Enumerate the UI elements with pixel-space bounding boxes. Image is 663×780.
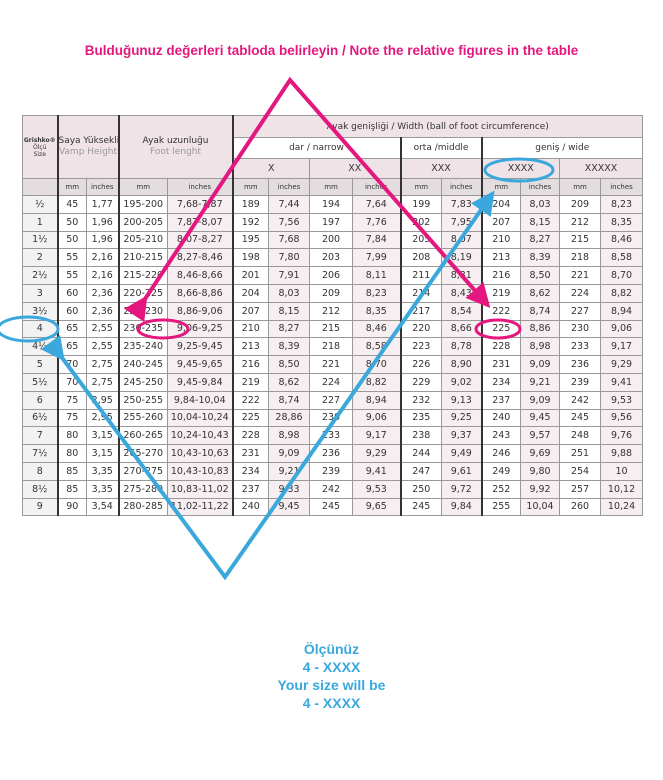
result-value-en: 4 - XXXX (302, 695, 361, 711)
pink-circle-foot-length (136, 318, 190, 340)
value-cell: 8,27 (520, 230, 561, 250)
blue-circle-size-4 (0, 315, 60, 343)
value-cell: 9,84-10,04 (166, 390, 234, 410)
value-cell: 9,33 (268, 479, 311, 499)
value-cell: 8,46 (600, 230, 644, 250)
table-row: 5½ 70 2,75 245-250 9,45-9,84 219 8,62 224 8,82 22… (22, 372, 644, 392)
value-cell: 8,23 (600, 195, 644, 214)
value-cell: 8,35 (600, 212, 644, 232)
blue-circle-xxxx (483, 157, 555, 183)
width-xx: XX (309, 158, 402, 179)
value-cell: 28,86 (268, 408, 311, 428)
value-cell: 8,82 (600, 283, 644, 303)
width-xxxxx: XXXXX (559, 158, 644, 179)
value-cell: 10,04 (520, 497, 561, 517)
value-cell: 8,62 (520, 283, 561, 303)
instruction-title: Bulduğunuz değerleri tabloda belirleyin … (84, 43, 579, 58)
value-cell: 9,29 (600, 355, 644, 374)
blue-arrow (40, 190, 495, 581)
table-row: 6 75 2,95 250-255 9,84-10,04 222 8,74 227 8,94 23… (22, 390, 644, 410)
value-cell: 9,09 (520, 355, 561, 374)
value-cell: 9,45 (520, 408, 561, 428)
value-cell: 9,45-9,84 (166, 372, 234, 392)
value-cell: 9,56 (600, 408, 644, 428)
size-cell: 8 (22, 461, 58, 481)
unit-header: mm (559, 178, 602, 196)
value-cell: 8,39 (520, 248, 561, 268)
value-cell: 8,98 (520, 337, 561, 357)
value-cell: 8,94 (600, 301, 644, 321)
result-label-en: Your size will be (277, 677, 386, 693)
value-cell: 10,24 (600, 497, 644, 517)
pink-arrow (124, 76, 491, 322)
table-row: 8½ 85 3,35 275-280 10,83-11,02 237 9,33 242 9,53… (22, 479, 644, 499)
value-cell: 8,86 (520, 319, 561, 339)
value-cell: 9,21 (268, 461, 311, 481)
value-cell: 9,53 (352, 479, 402, 499)
value-cell: 11,02-11,22 (166, 497, 234, 517)
value-cell: 8,15 (520, 212, 561, 232)
pink-circle-width-value (474, 318, 522, 340)
value-cell: 9,17 (352, 426, 402, 446)
value-cell: 255 (480, 497, 522, 517)
value-cell: 9,65 (352, 497, 402, 517)
value-cell: 8,50 (520, 266, 561, 285)
value-cell: 9,17 (600, 337, 644, 357)
size-cell: 8½ (22, 479, 58, 499)
result-label-tr: Ölçünüz (303, 641, 360, 657)
size-cell: 7 (22, 426, 58, 446)
width-xxx: XXX (399, 158, 483, 179)
value-cell: 9,88 (600, 444, 644, 463)
value-cell: 9,21 (520, 372, 561, 392)
unit-header: inches (600, 178, 644, 196)
value-cell: 9,09 (268, 444, 311, 463)
value-cell: 9,57 (520, 426, 561, 446)
result-value-tr: 4 - XXXX (302, 659, 361, 675)
value-cell: 245 (399, 497, 443, 517)
value-cell: 8,74 (268, 390, 311, 410)
table-row: 8 85 3,35 270-275 10,43-10,83 234 9,21 239 9,41 2… (22, 461, 644, 481)
value-cell: 9,49 (441, 444, 483, 463)
size-cell: 5½ (22, 372, 58, 392)
value-cell: 9,53 (600, 390, 644, 410)
value-cell: 10,43-10,63 (166, 444, 234, 463)
value-cell: 10 (600, 461, 644, 481)
value-cell: 245 (309, 497, 354, 517)
table-row: 9 90 3,54 280-285 11,02-11,22 240 9,45 245 9,65 2… (22, 497, 644, 517)
value-cell: 8,58 (600, 248, 644, 268)
value-cell: 9,41 (600, 372, 644, 392)
value-cell: 8,62 (268, 372, 311, 392)
value-cell: 8,03 (520, 195, 561, 214)
value-cell: 9,84 (441, 497, 483, 517)
value-cell: 9,61 (441, 461, 483, 481)
value-cell: 9,41 (352, 461, 402, 481)
value-cell: 9,02 (441, 372, 483, 392)
